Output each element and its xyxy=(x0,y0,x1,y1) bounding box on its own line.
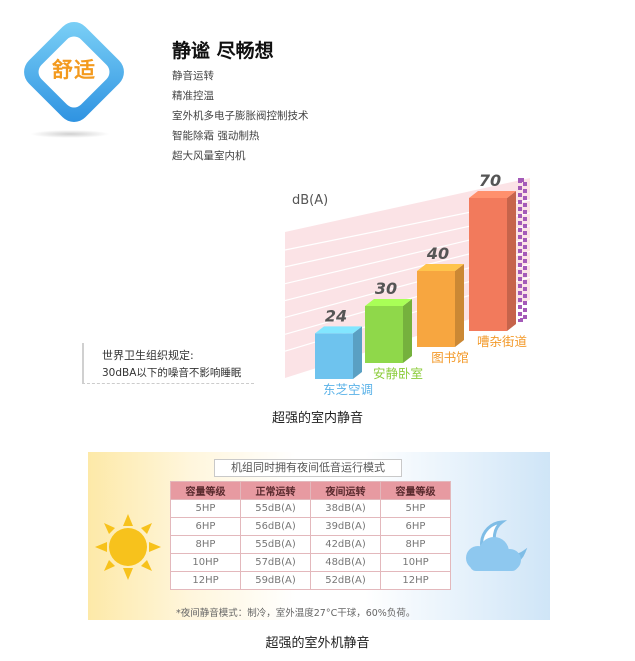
column-header: 夜间运转 xyxy=(310,481,381,500)
moon-cloud-icon xyxy=(466,520,528,571)
table-cell: 12HP xyxy=(380,571,451,590)
table-row: 6HP 56dB(A) 39dB(A) 6HP xyxy=(170,517,451,536)
table-row: 5HP 55dB(A) 38dB(A) 5HP xyxy=(170,499,451,518)
feature-item: 静音运转 xyxy=(172,70,214,82)
table-cell: 55dB(A) xyxy=(240,499,311,518)
table-cell: 55dB(A) xyxy=(240,535,311,554)
table-cell: 38dB(A) xyxy=(310,499,381,518)
bar-side xyxy=(455,264,464,347)
bar-side xyxy=(353,326,362,379)
table-row: 10HP 57dB(A) 48dB(A) 10HP xyxy=(170,553,451,572)
table-cell: 57dB(A) xyxy=(240,553,311,572)
column-header: 容量等级 xyxy=(380,481,451,500)
table-cell: 52dB(A) xyxy=(310,571,381,590)
table-cell: 6HP xyxy=(170,517,241,536)
who-annotation-title: 世界卫生组织规定: xyxy=(102,349,194,362)
bar-value-label: 70 xyxy=(479,171,501,190)
indoor-caption: 超强的室内静音 xyxy=(271,411,363,426)
bar-value-label: 24 xyxy=(325,306,347,325)
category-label: 嘈杂街道 xyxy=(477,334,528,349)
table-cell: 8HP xyxy=(380,535,451,554)
outdoor-caption: 超强的室外机静音 xyxy=(265,636,370,651)
feature-list: 静音运转 精准控温 室外机多电子膨胀阀控制技术 智能除霜 强动制热 超大风量室内… xyxy=(172,66,309,166)
page-title: 静谧 尽畅想 xyxy=(172,40,274,62)
noise-spec-table: 容量等级 正常运转 夜间运转 容量等级 5HP 55dB(A) 38dB(A) … xyxy=(170,481,451,590)
bar-value-label: 30 xyxy=(375,279,397,298)
table-cell: 5HP xyxy=(170,499,241,518)
table-cell: 39dB(A) xyxy=(310,517,381,536)
table-cell: 5HP xyxy=(380,499,451,518)
badge-shadow xyxy=(30,130,110,138)
feature-item: 室外机多电子膨胀阀控制技术 xyxy=(172,110,309,122)
table-cell: 6HP xyxy=(380,517,451,536)
table-cell: 10HP xyxy=(170,553,241,572)
table-footnote: *夜间静音模式：制冷，室外温度27°C干球，60%负荷。 xyxy=(176,608,416,619)
table-cell: 59dB(A) xyxy=(240,571,311,590)
bar-front xyxy=(469,198,507,331)
feature-item: 精准控温 xyxy=(172,90,214,102)
category-label: 图书馆 xyxy=(431,350,469,365)
y-axis-label: dB(A) xyxy=(292,193,328,208)
feature-item: 超大风量室内机 xyxy=(172,150,246,162)
column-header: 正常运转 xyxy=(240,481,311,500)
who-annotation-detail: 30dBA以下的噪音不影响睡眠 xyxy=(102,367,242,379)
table-cell: 10HP xyxy=(380,553,451,572)
noise-chart: dB(A) 24 东芝空调 30 安静卧室 40 图书馆 70 嘈杂街道 xyxy=(284,171,531,397)
who-annotation: 世界卫生组织规定: 30dBA以下的噪音不影响睡眠 xyxy=(82,343,254,384)
bar-front xyxy=(417,271,455,347)
badge-label: 舒适 xyxy=(52,58,96,82)
bar-top xyxy=(469,191,516,198)
table-cell: 12HP xyxy=(170,571,241,590)
bar-top xyxy=(417,264,464,271)
table-cell: 42dB(A) xyxy=(310,535,381,554)
category-label: 安静卧室 xyxy=(373,366,423,381)
table-cell: 48dB(A) xyxy=(310,553,381,572)
bar-side xyxy=(403,299,412,363)
table-row: 12HP 59dB(A) 52dB(A) 12HP xyxy=(170,571,451,590)
bar-side xyxy=(507,191,516,331)
bar-front xyxy=(315,333,353,379)
column-header: 容量等级 xyxy=(170,481,241,500)
bar-front xyxy=(365,306,403,363)
table-cell: 56dB(A) xyxy=(240,517,311,536)
bar-top xyxy=(365,299,412,306)
comfort-badge: 舒适 xyxy=(17,15,131,129)
table-cell: 8HP xyxy=(170,535,241,554)
feature-item: 智能除霜 强动制热 xyxy=(172,130,260,142)
bar-value-label: 40 xyxy=(426,244,449,263)
table-header-row: 容量等级 正常运转 夜间运转 容量等级 xyxy=(170,481,451,500)
category-label: 东芝空调 xyxy=(323,382,373,397)
sun-icon xyxy=(95,514,161,580)
bar-top xyxy=(315,326,362,334)
threshold-marker xyxy=(518,178,527,322)
table-row: 8HP 55dB(A) 42dB(A) 8HP xyxy=(170,535,451,554)
table-title: 机组同时拥有夜间低音运行模式 xyxy=(214,459,402,477)
